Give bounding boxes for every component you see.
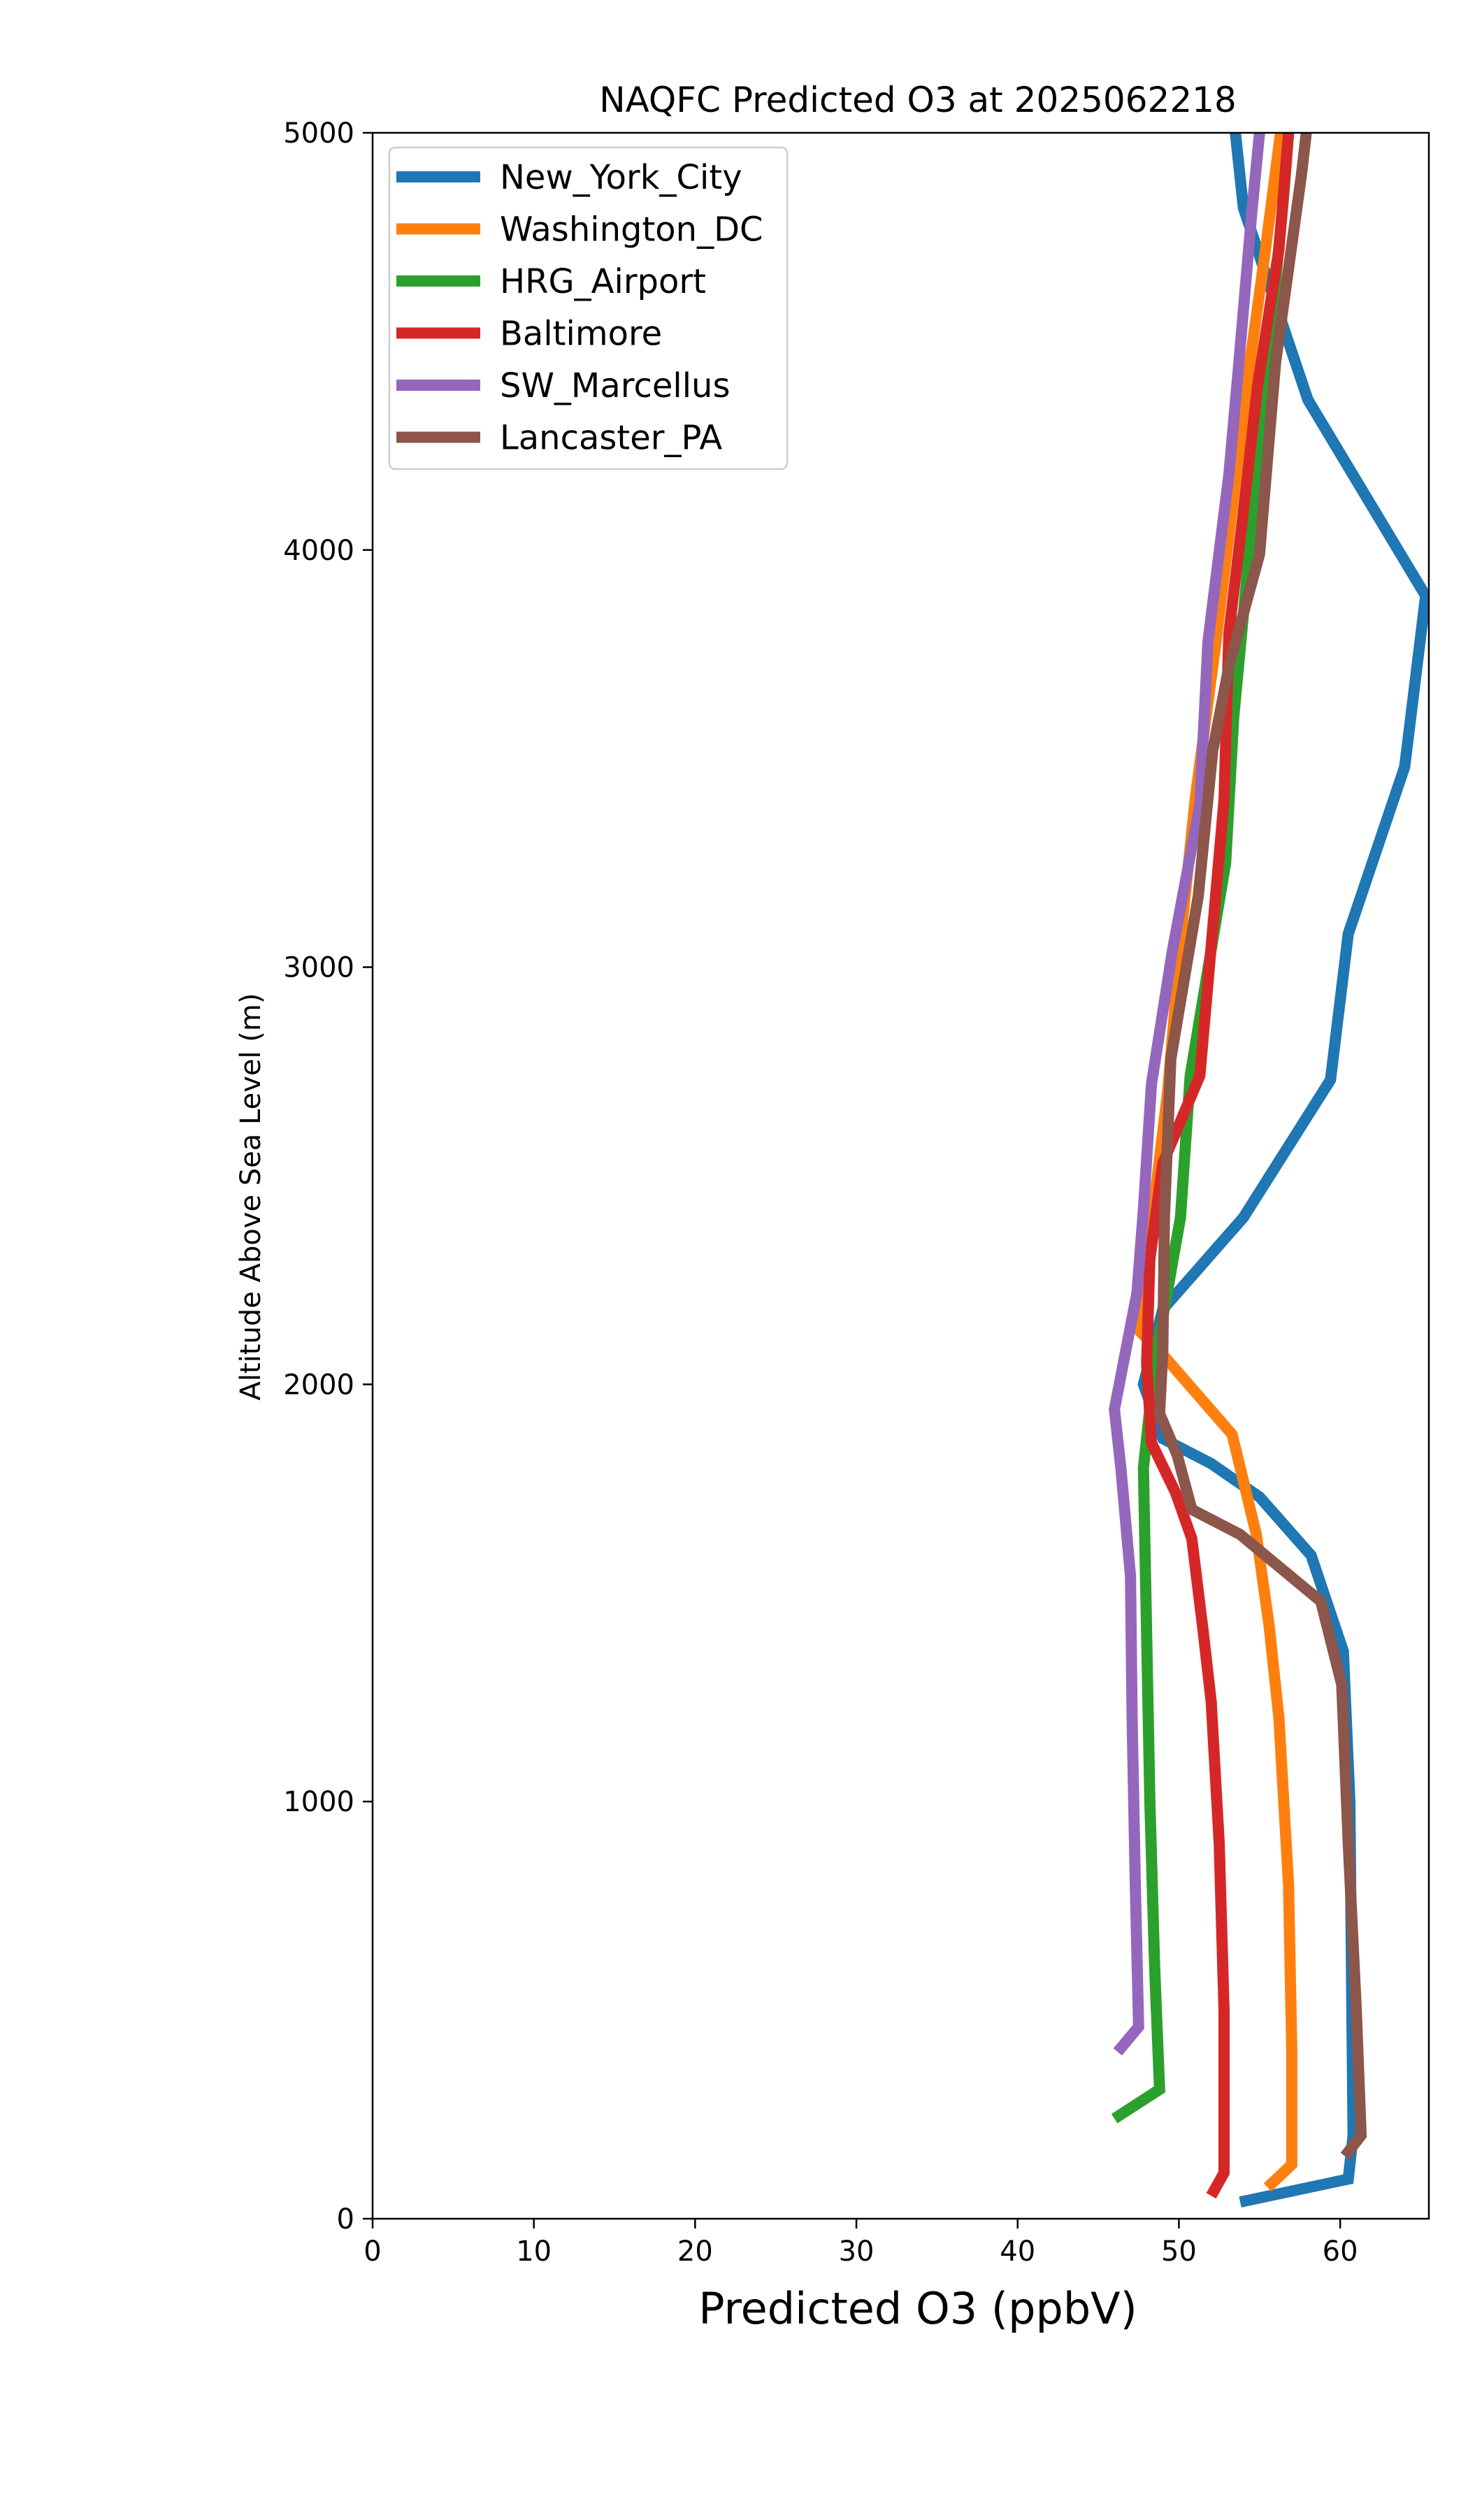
legend-label: HRG_Airport [500,262,706,301]
x-tick-label: 30 [839,2235,875,2268]
chart-title: NAQFC Predicted O3 at 2025062218 [599,80,1237,120]
series-line-baltimore [1141,133,1295,2199]
series-line-lancaster-pa [1153,133,1367,2160]
y-tick-label: 2000 [283,1369,354,1401]
y-axis-label: Altitude Above Sea Level (m) [235,993,267,1401]
plot-frame [371,131,1430,2220]
y-tick-label: 5000 [283,117,354,150]
y-tick-label: 1000 [283,1786,354,1818]
legend-label: Lancaster_PA [500,419,722,458]
legend-label: New_York_City [500,158,742,197]
legend: New_York_City Washington_DC HRG_Airport Bal… [388,146,789,470]
x-axis-label: Predicted O3 (ppbV) [698,2283,1137,2334]
x-tick-label: 40 [1000,2235,1035,2268]
series-line-washington-dc [1132,133,1297,2192]
plot-area [371,131,1430,2220]
x-tick-label: 10 [516,2235,552,2268]
legend-box [388,146,789,470]
x-tick-label: 20 [677,2235,713,2268]
x-tick-label: 0 [364,2235,381,2268]
x-tick-label: 60 [1323,2235,1358,2268]
series-lines [1109,133,1429,2208]
x-tick-label: 50 [1161,2235,1197,2268]
series-line-hrg-airport [1111,133,1295,2124]
y-axis-ticks: 0 1000 2000 3000 4000 5000 [283,117,373,2235]
x-axis-ticks: 0 10 20 30 40 50 60 [364,2219,1358,2268]
y-tick-label: 3000 [283,952,354,984]
legend-label: Washington_DC [500,210,763,250]
y-tick-label: 0 [337,2203,354,2235]
legend-label: Baltimore [500,315,662,354]
y-tick-label: 4000 [283,535,354,567]
legend-label: SW_Marcellus [500,366,730,405]
series-line-sw-marcellus [1109,133,1265,2056]
